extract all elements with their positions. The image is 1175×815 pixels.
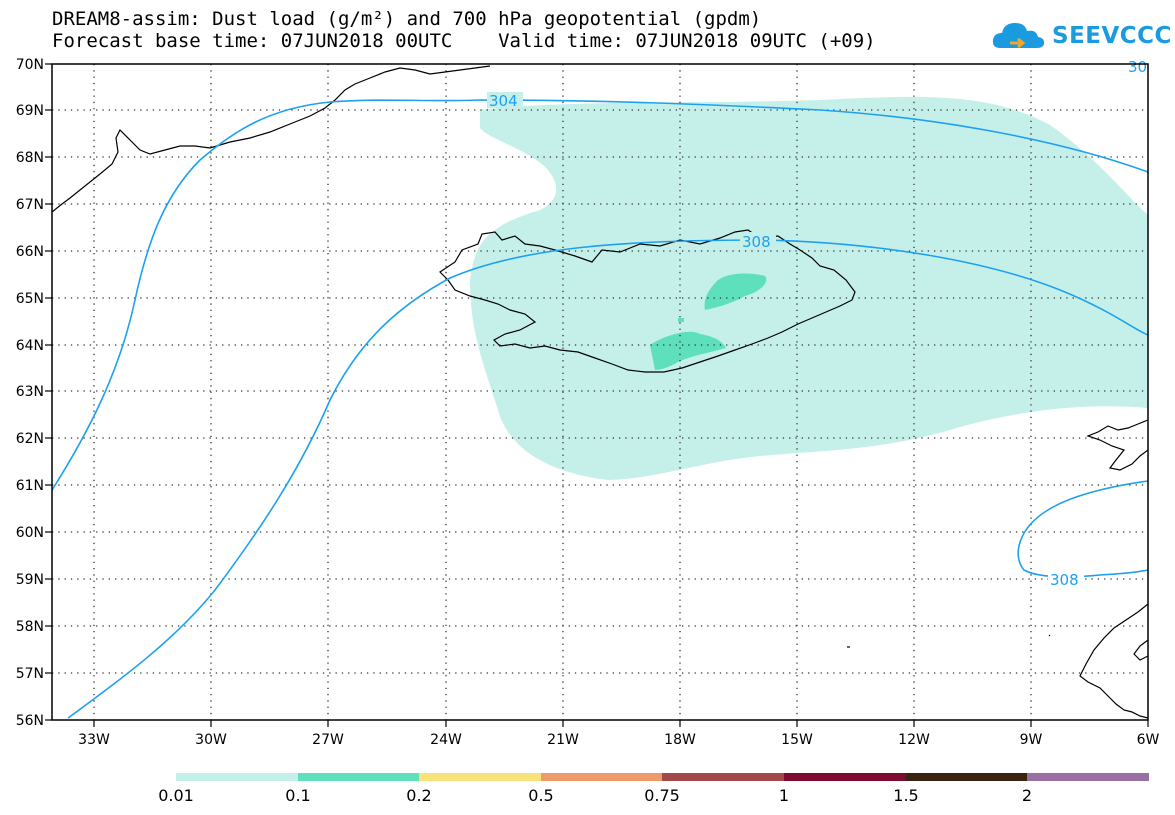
colorbar-label-3: 0.5 xyxy=(528,786,554,805)
island-islet-1 xyxy=(1133,639,1149,661)
map-grid xyxy=(52,64,1148,720)
colorbar-label-0: 0.01 xyxy=(158,786,194,805)
lon-label-6w: 6W xyxy=(1137,732,1160,748)
dust-spot-small xyxy=(678,318,684,322)
lat-label-68n: 68N xyxy=(16,150,44,166)
lat-label-65n: 65N xyxy=(16,291,44,307)
lat-label-70n: 70N xyxy=(16,57,44,73)
lon-label-30w: 30W xyxy=(195,732,227,748)
colorbar-swatch-6 xyxy=(784,773,906,781)
cloud-logo-icon xyxy=(992,23,1045,49)
contour-label-308-bg xyxy=(740,232,776,248)
lon-label-33w: 33W xyxy=(78,732,110,748)
map-title-line1: DREAM8-assim: Dust load (g/m²) and 700 h… xyxy=(52,8,762,30)
contour-label-308s-bg xyxy=(1048,570,1084,586)
lon-label-21w: 21W xyxy=(547,732,579,748)
axis-ticks xyxy=(45,63,1149,727)
map-title-line2: Forecast base time: 07JUN2018 00UTC Vali… xyxy=(52,30,876,52)
contour-304 xyxy=(51,99,1149,491)
colorbar-label-5: 1 xyxy=(778,786,790,805)
contour-label-304-bg xyxy=(487,92,523,108)
colorbar-swatch-2 xyxy=(298,773,419,781)
dust-area-medium-south xyxy=(650,331,726,370)
coastlines xyxy=(51,65,1149,719)
lon-label-15w: 15W xyxy=(781,732,813,748)
contour-label-308-north: 308 xyxy=(742,233,771,251)
lat-label-69n: 69N xyxy=(16,103,44,119)
colorbar-swatch-3 xyxy=(419,773,541,781)
dust-area-light xyxy=(470,96,1148,480)
colorbar-swatch-7 xyxy=(906,773,1027,781)
contour-label-304: 304 xyxy=(489,92,518,110)
greenland-coast-north xyxy=(51,65,491,213)
colorbar-swatch-5 xyxy=(662,773,784,781)
lon-label-9w: 9W xyxy=(1020,732,1043,748)
lat-label-66n: 66N xyxy=(16,244,44,260)
lat-label-58n: 58N xyxy=(16,619,44,635)
norway-coast-lower xyxy=(1079,603,1149,719)
colorbar-swatch-1 xyxy=(176,773,298,781)
lat-label-57n: 57N xyxy=(16,666,44,682)
lat-label-62n: 62N xyxy=(16,431,44,447)
iceland-coast xyxy=(439,229,856,373)
colorbar-label-2: 0.2 xyxy=(406,786,432,805)
lat-label-63n: 63N xyxy=(16,384,44,400)
lat-label-67n: 67N xyxy=(16,197,44,213)
lat-label-56n: 56N xyxy=(16,713,44,729)
map-frame xyxy=(51,63,1149,721)
colorbar-swatch-8 xyxy=(1027,773,1149,781)
norway-coast-upper xyxy=(1086,419,1149,471)
lat-label-59n: 59N xyxy=(16,572,44,588)
lat-label-61n: 61N xyxy=(16,478,44,494)
lat-label-60n: 60N xyxy=(16,525,44,541)
lon-label-27w: 27W xyxy=(312,732,344,748)
lon-label-24w: 24W xyxy=(430,732,462,748)
contour-308-south xyxy=(1017,480,1149,578)
geopotential-contours xyxy=(51,99,1149,719)
colorbar-label-7: 2 xyxy=(1021,786,1033,805)
lon-label-12w: 12W xyxy=(898,732,930,748)
islet-dot-a xyxy=(1048,634,1051,637)
lat-label-64n: 64N xyxy=(16,338,44,354)
dust-area-medium-north xyxy=(704,273,767,310)
colorbar-label-4: 0.75 xyxy=(644,786,680,805)
contour-308-north xyxy=(67,239,1149,719)
colorbar-swatch-4 xyxy=(541,773,662,781)
contour-label-edge: 30 xyxy=(1128,58,1147,76)
contour-label-308-south: 308 xyxy=(1050,571,1079,589)
lon-label-18w: 18W xyxy=(664,732,696,748)
logo-text: SEEVCCC xyxy=(1052,23,1172,49)
colorbar-label-6: 1.5 xyxy=(893,786,919,805)
colorbar-label-1: 0.1 xyxy=(285,786,311,805)
seevccc-logo: SEEVCCC xyxy=(990,16,1171,56)
